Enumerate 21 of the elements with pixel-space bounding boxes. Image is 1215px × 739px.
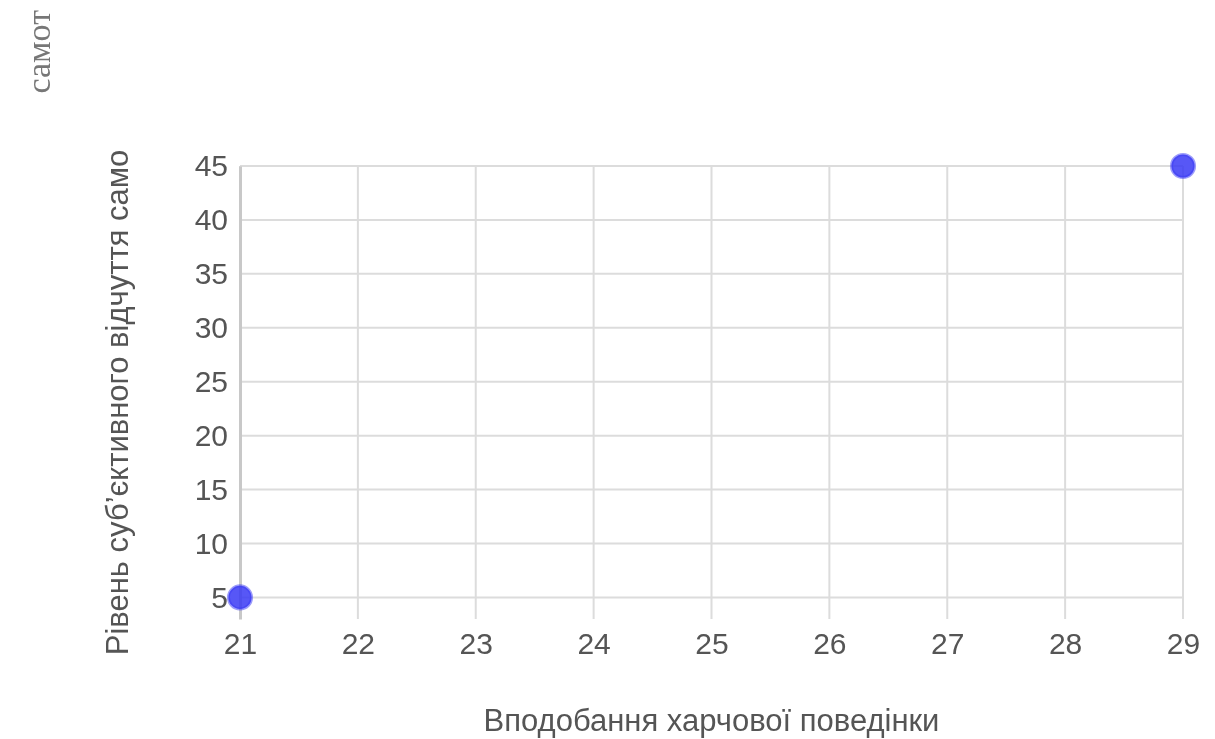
text: самот [20,9,57,94]
y-tick-label: 15 [194,472,228,506]
y-tick-label: 35 [194,256,228,290]
x-tick-label: 22 [341,627,376,661]
x-tick-label: 28 [1048,627,1083,661]
y-tick-label: 30 [194,310,228,344]
x-tick-label: 21 [223,627,258,661]
y-tick-label: 40 [194,203,228,237]
x-tick-label: 24 [577,627,611,661]
x-tick-label: 29 [1166,627,1201,661]
y-tick-label: 5 [211,580,228,614]
y-tick-label: 45 [194,149,228,183]
y-axis-title: Рівень суб’єктивного відчуття само [100,149,135,656]
y-tick-label: 10 [194,526,228,560]
x-tick-label: 23 [459,627,493,661]
y-tick-label: 25 [194,364,228,398]
x-axis-title: Вподобання харчової поведінки [483,703,940,738]
y-tick-label: 20 [194,418,228,452]
x-tick-label: 25 [695,627,729,661]
x-tick-label: 26 [813,627,847,661]
x-tick-label: 27 [931,627,965,661]
